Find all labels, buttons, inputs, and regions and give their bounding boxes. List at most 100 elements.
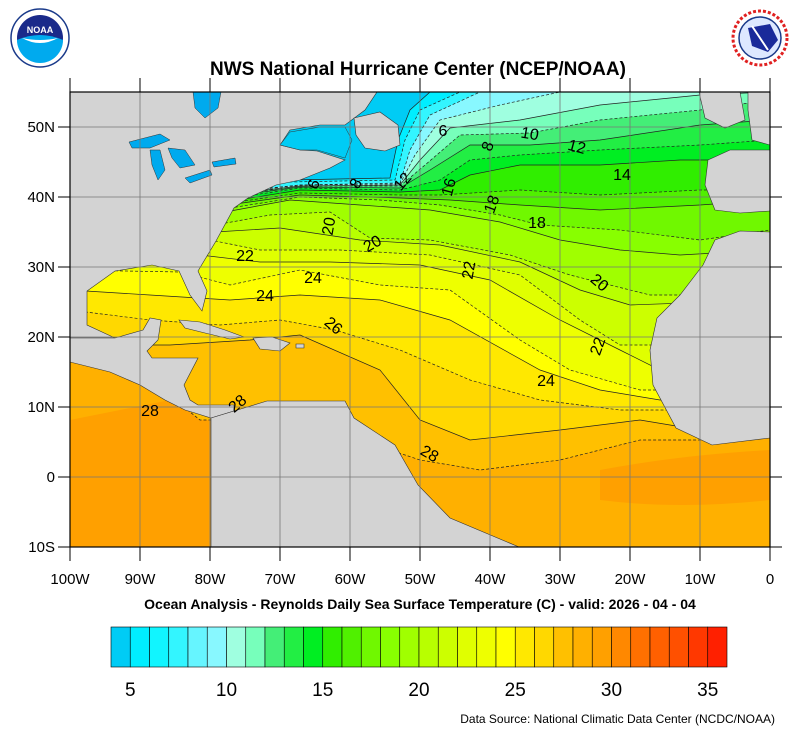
x-tick-label: 60W <box>335 571 367 588</box>
land-europe <box>747 92 770 146</box>
contour-15 <box>70 159 770 201</box>
colorbar-label: 35 <box>697 680 718 701</box>
colorbar-bin <box>168 626 189 668</box>
x-tick-label: 70W <box>265 571 297 588</box>
land-north-america <box>70 92 378 339</box>
y-tick-label: 0 <box>47 469 55 486</box>
gulf-st-lawrence <box>279 126 353 159</box>
colorbar-bin <box>149 626 170 668</box>
james-bay <box>192 92 222 119</box>
colorbar-bin <box>399 626 420 668</box>
land-africa <box>649 230 770 446</box>
y-tick-label: 40N <box>27 189 55 206</box>
x-tick-label: 30W <box>545 571 577 588</box>
contour-label: 18 <box>481 193 503 216</box>
noaa-logo: NOAA <box>10 8 70 68</box>
land-iberia <box>704 149 770 214</box>
contour-label: 16 <box>439 176 460 198</box>
contour-28 <box>70 359 770 471</box>
contour-label: 14 <box>613 167 631 184</box>
noaa-logo-text: NOAA <box>27 25 54 35</box>
y-tick-label: 10S <box>28 539 55 556</box>
contour-23 <box>70 254 770 381</box>
grid-lines <box>70 92 770 547</box>
contour-20 <box>70 211 770 296</box>
x-tick-label: 90W <box>125 571 157 588</box>
contour-label: 20 <box>361 232 385 256</box>
contour-label: 24 <box>537 373 555 390</box>
land-british-isles <box>698 92 746 129</box>
contour-label: 20 <box>320 216 340 237</box>
x-tick-label: 40W <box>475 571 507 588</box>
data-source: Data Source: National Climatic Data Cent… <box>460 712 775 726</box>
colorbar-bin <box>380 626 401 668</box>
contour-22 <box>70 239 770 346</box>
map-subtitle: Ocean Analysis - Reynolds Daily Sea Surf… <box>144 596 696 612</box>
colorbar-bin <box>110 626 131 668</box>
y-tick-label: 50N <box>27 119 55 136</box>
contour-label: 24 <box>304 270 322 287</box>
colorbar-bin <box>553 626 574 668</box>
colorbar-label: 10 <box>216 680 237 701</box>
lake-superior <box>128 133 171 149</box>
colorbar-bin <box>283 626 304 668</box>
x-tick-label: 10W <box>685 571 717 588</box>
contour-14 <box>70 139 770 198</box>
colorbar-bin <box>264 626 285 668</box>
colorbar-bin <box>303 626 324 668</box>
colorbar-bin <box>688 626 709 668</box>
colorbar-bin <box>226 626 247 668</box>
colorbar-bin <box>476 626 497 668</box>
contour-label: 28 <box>141 403 159 420</box>
colorbar-bin <box>437 626 458 668</box>
band-29 <box>70 400 211 547</box>
contour-16 <box>70 189 770 204</box>
colorbar-bin <box>418 626 439 668</box>
colorbar-label: 25 <box>505 680 526 701</box>
contour-18 <box>70 196 770 241</box>
contour-17 <box>70 194 770 211</box>
contour-label: 22 <box>587 335 609 358</box>
x-tick-label: 80W <box>195 571 227 588</box>
contour-12 <box>70 99 770 195</box>
colorbar-bin <box>206 626 227 668</box>
colorbar-bin <box>514 626 535 668</box>
contour-21 <box>70 227 770 306</box>
contour-label: 28 <box>417 442 441 466</box>
land-newfoundland <box>353 111 401 152</box>
land-puerto-rico <box>295 343 305 349</box>
colorbar-bin <box>668 626 689 668</box>
band-29-east <box>600 450 770 505</box>
land-south-america <box>210 400 520 547</box>
contour-label: 10 <box>520 125 541 145</box>
x-tick-label: 0 <box>766 571 774 588</box>
y-tick-label: 20N <box>27 329 55 346</box>
colorbar-bin <box>129 626 150 668</box>
colorbar-bin <box>360 626 381 668</box>
colorbar-bin <box>495 626 516 668</box>
contour-label: 12 <box>566 137 588 158</box>
contour-19 <box>70 199 770 256</box>
colorbar-bin <box>572 626 593 668</box>
y-tick-label: 30N <box>27 259 55 276</box>
land-central-america <box>70 317 235 419</box>
colorbar-bin <box>245 626 266 668</box>
x-tick-label: 20W <box>615 571 647 588</box>
colorbar-bin <box>341 626 362 668</box>
chart-title: NWS National Hurricane Center (NCEP/NOAA… <box>210 59 626 80</box>
colorbar-bin <box>611 626 632 668</box>
x-tick-label: 50W <box>405 571 437 588</box>
contour-label: 18 <box>528 215 546 232</box>
contour-label: 22 <box>236 248 254 265</box>
lake-erie-ontario <box>184 157 237 184</box>
colorbar-bin <box>534 626 555 668</box>
contour-label: 6 <box>439 123 448 140</box>
colorbar: 5 10 15 20 25 30 35 <box>110 626 728 701</box>
contour-24 <box>70 269 770 391</box>
x-tick-label: 100W <box>50 571 90 588</box>
nws-logo <box>731 9 789 67</box>
y-tick-label: 10N <box>27 399 55 416</box>
contour-label: 24 <box>256 288 274 305</box>
